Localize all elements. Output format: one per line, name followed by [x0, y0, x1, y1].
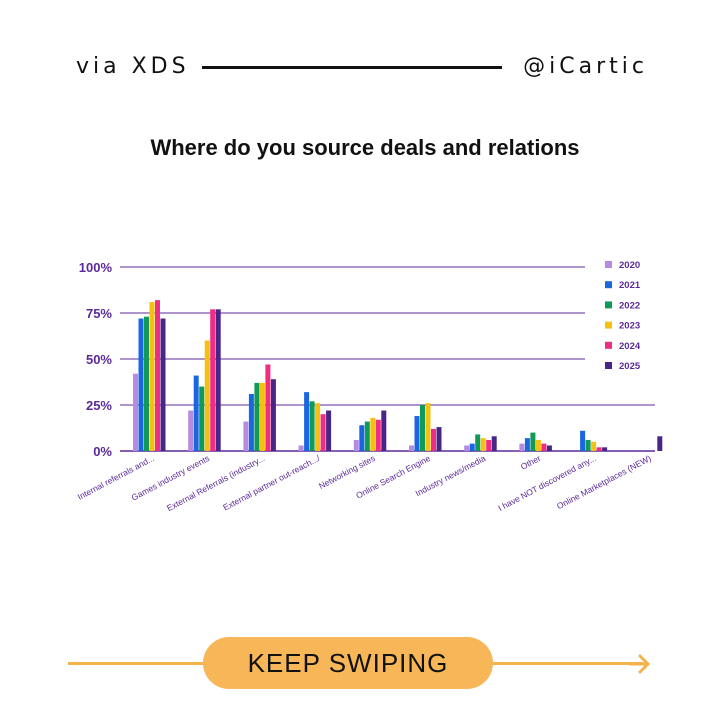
bar-2021 — [138, 318, 144, 451]
bar-2020 — [133, 373, 138, 451]
bars — [133, 300, 663, 451]
y-tick-label: 100% — [79, 260, 113, 275]
bar-2020 — [188, 410, 194, 451]
bar-2020 — [464, 445, 470, 451]
bar-2022 — [309, 401, 315, 451]
bar-2020 — [298, 445, 304, 451]
bar-2024 — [155, 300, 160, 451]
bar-2025 — [215, 309, 221, 451]
bar-2024 — [320, 414, 326, 451]
bar-2024 — [596, 447, 602, 451]
bar-2021 — [359, 425, 365, 451]
x-tick-label: External Referrals (industry... — [165, 453, 266, 513]
bar-2021 — [469, 443, 475, 451]
chart-title: Where do you source deals and relations — [150, 135, 580, 160]
bar-2024 — [375, 419, 381, 451]
bar-2021 — [304, 392, 310, 451]
legend-swatch — [605, 321, 612, 329]
legend-label: 2024 — [619, 341, 641, 352]
bar-2025 — [546, 445, 552, 451]
bar-2022 — [475, 434, 481, 451]
bar-2024 — [541, 443, 547, 451]
bar-2025 — [436, 427, 442, 451]
legend-swatch — [605, 362, 612, 369]
legend-label: 2020 — [619, 260, 640, 271]
bar-2023 — [591, 441, 597, 451]
bar-2025 — [326, 410, 332, 451]
bar-2021 — [524, 438, 530, 451]
bar-2025 — [657, 436, 663, 451]
y-axis-labels: 100% 75% 50% 25% 0% — [79, 260, 113, 459]
bar-2022 — [254, 382, 260, 451]
bar-2025 — [160, 318, 166, 451]
bar-2020 — [519, 443, 525, 451]
bar-2021 — [580, 430, 586, 451]
legend-swatch — [605, 341, 612, 349]
bar-2021 — [248, 393, 254, 451]
x-tick-label: Online Marketplaces (NEW) — [555, 453, 653, 511]
legend-swatch — [605, 281, 612, 289]
y-tick-label: 0% — [93, 444, 112, 459]
bar-2020 — [243, 421, 249, 451]
y-tick-label: 75% — [86, 306, 112, 321]
bar-2023 — [425, 403, 431, 451]
bar-2022 — [585, 439, 591, 451]
bar-2020 — [353, 439, 359, 451]
y-tick-label: 50% — [86, 352, 112, 367]
bar-2024 — [486, 439, 492, 451]
bar-2025 — [270, 379, 276, 451]
arrow-right-icon — [628, 654, 651, 674]
bar-2021 — [414, 416, 420, 451]
bar-2023 — [480, 438, 486, 451]
y-tick-label: 25% — [86, 398, 112, 413]
bar-2022 — [530, 432, 536, 451]
bar-2023 — [204, 340, 210, 451]
bar-2022 — [199, 386, 205, 451]
bar-2024 — [210, 309, 216, 451]
bar-2023 — [315, 403, 321, 451]
bar-2025 — [491, 436, 497, 451]
bar-2020 — [409, 445, 414, 451]
header-divider — [202, 66, 502, 69]
legend-label: 2021 — [619, 280, 641, 291]
bar-2021 — [193, 375, 199, 451]
bar-2022 — [364, 421, 370, 451]
x-axis-labels: Internal referrals and...Games industry … — [76, 453, 653, 514]
bar-2023 — [535, 439, 541, 451]
header-right-handle: @iCartic — [523, 54, 648, 79]
legend-label: 2022 — [619, 300, 640, 311]
bar-2023 — [259, 382, 265, 451]
bar-2024 — [265, 364, 271, 451]
bar-chart: 100% 75% 50% 25% 0% Internal referrals and..… — [76, 260, 663, 514]
bar-2025 — [381, 410, 387, 451]
legend-swatch — [605, 261, 612, 268]
legend-swatch — [605, 301, 612, 309]
bar-2025 — [602, 447, 608, 451]
bar-2023 — [149, 301, 155, 451]
bar-2023 — [370, 417, 376, 451]
bar-2022 — [144, 316, 149, 451]
legend-label: 2023 — [619, 321, 640, 332]
legend: 2020 2021 2022 2023 2024 2025 — [605, 260, 641, 372]
bar-2022 — [420, 405, 425, 451]
x-tick-label: I have NOT discovered any... — [496, 453, 597, 513]
bar-2024 — [431, 428, 436, 451]
keep-swiping-button[interactable]: KEEP SWIPING — [203, 637, 493, 689]
header-left-text: via XDS — [76, 54, 190, 79]
x-tick-label: External partner out-reach.../ — [221, 453, 322, 513]
legend-label: 2025 — [619, 361, 641, 372]
x-tick-label: Other — [519, 453, 543, 472]
